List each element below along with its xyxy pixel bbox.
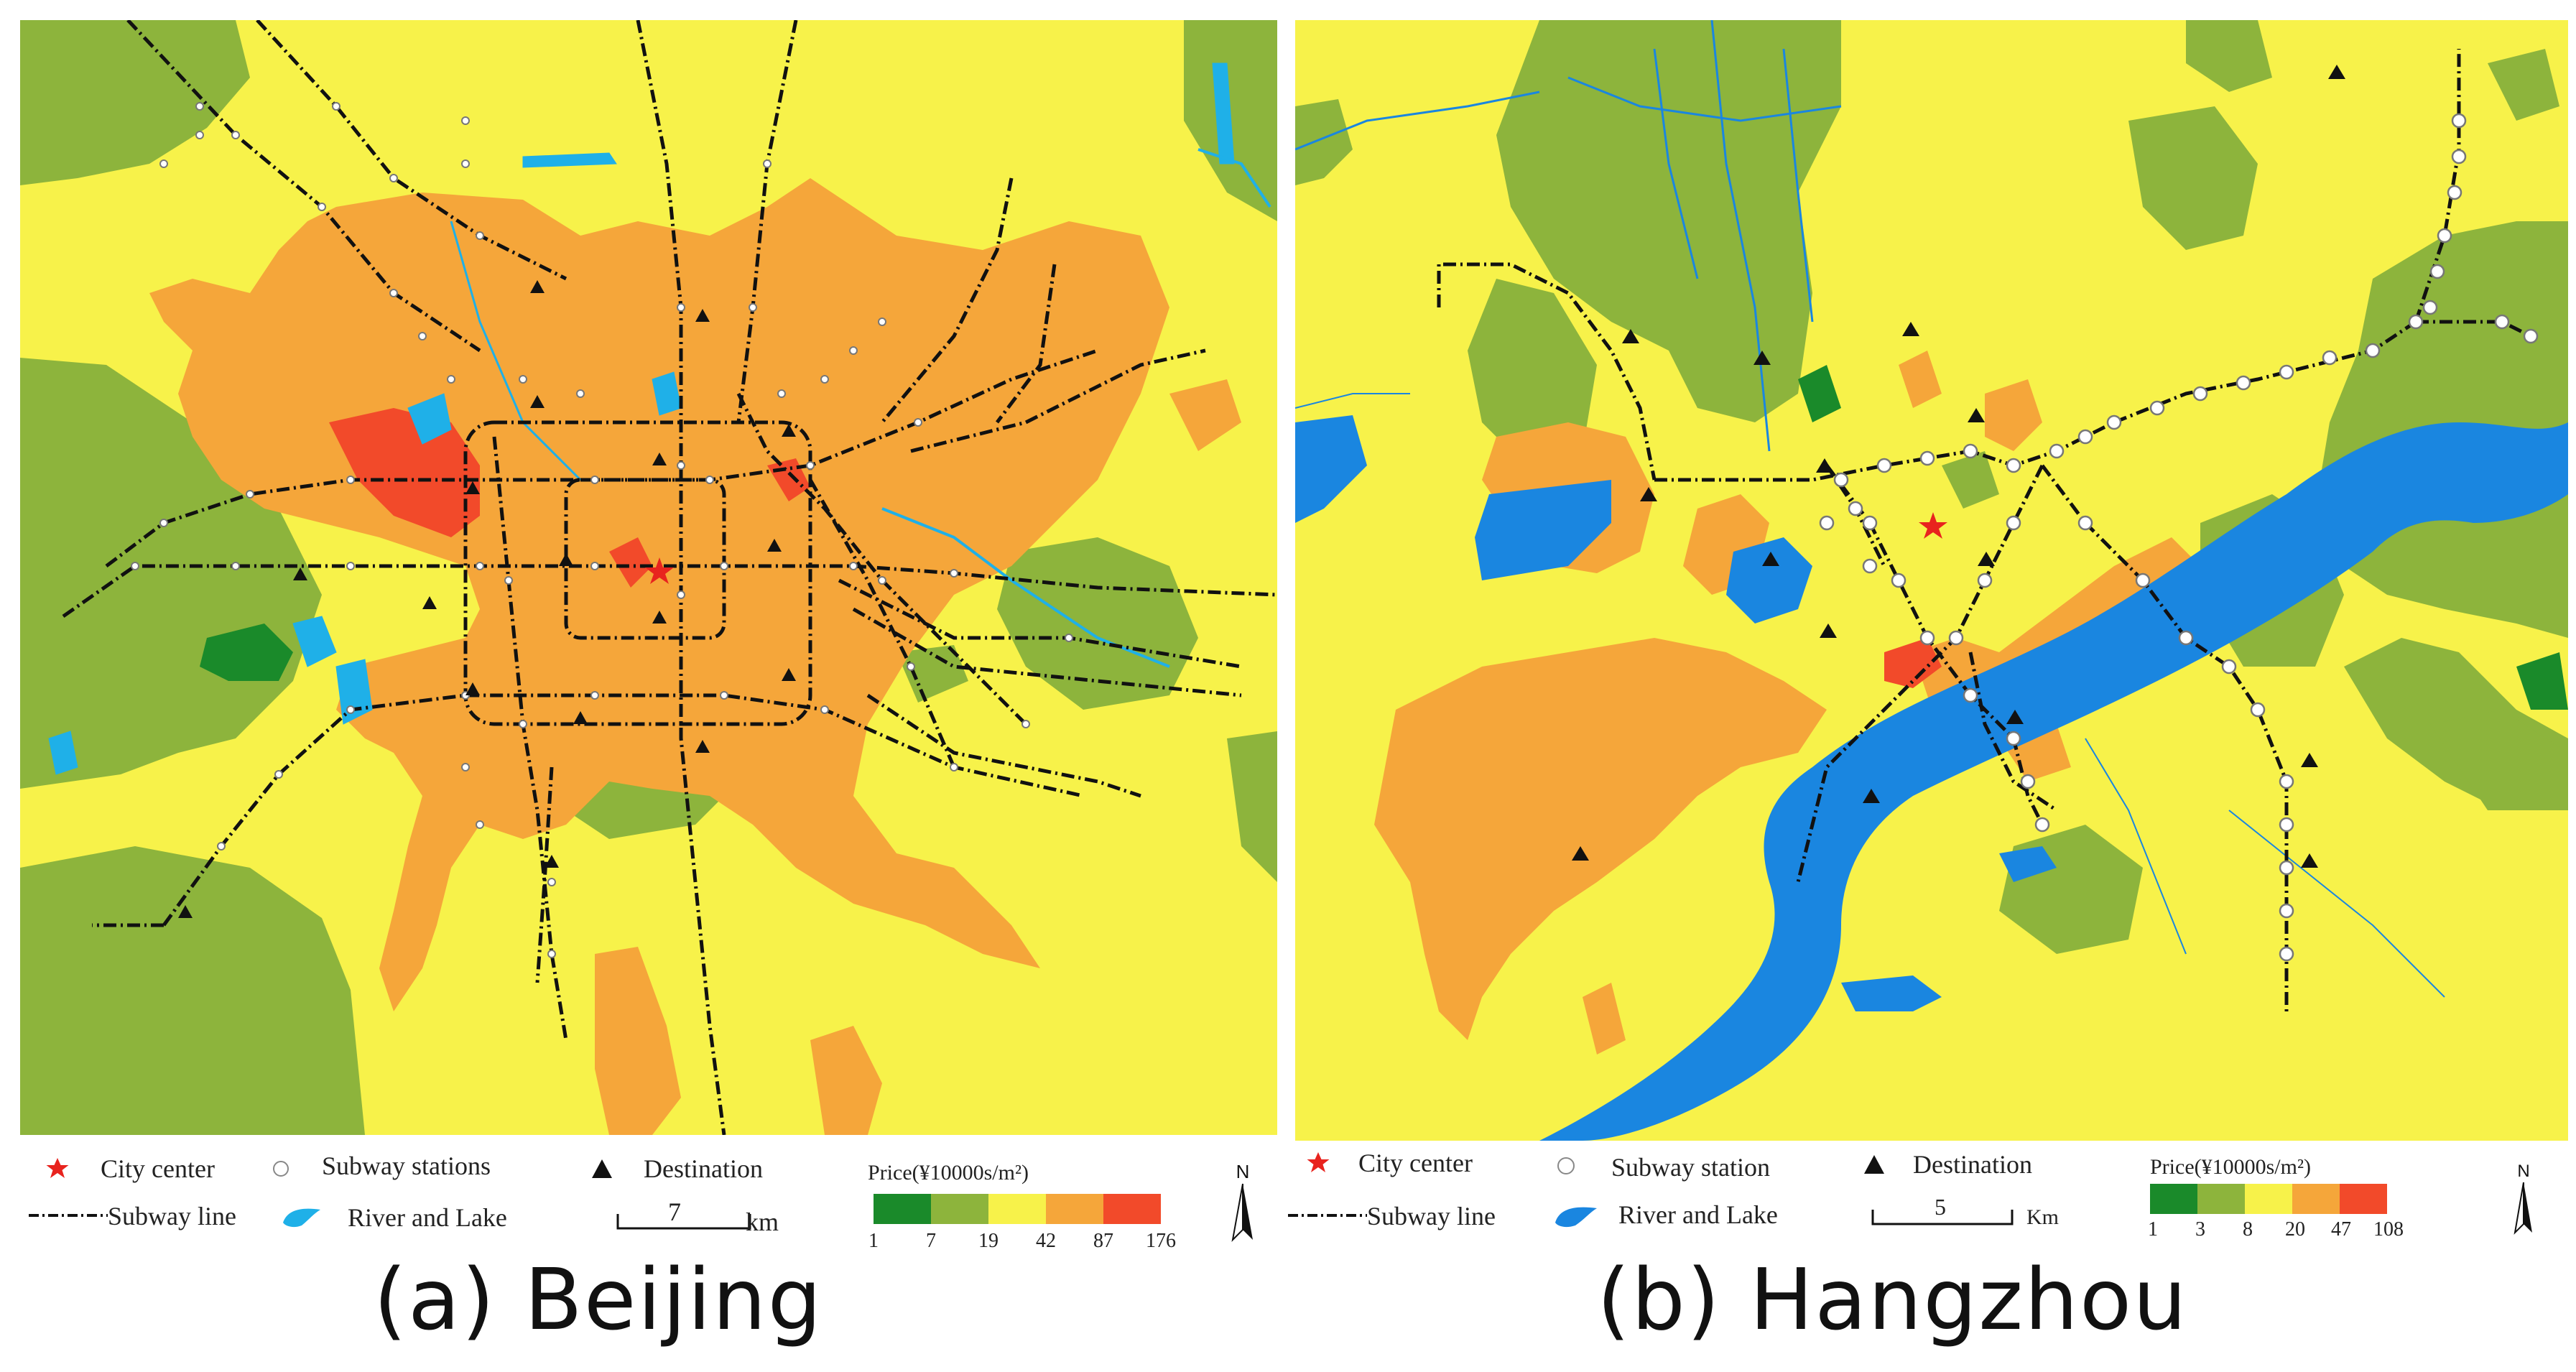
beijing-subway-stations xyxy=(131,102,1073,958)
price-class-1 xyxy=(874,1194,931,1224)
subway-line-icon xyxy=(1288,1214,1367,1217)
hangzhou-rivers-lakes xyxy=(1295,415,2568,1141)
beijing-destinations xyxy=(178,280,796,918)
river-lake-icon xyxy=(1555,1207,1597,1228)
beijing-map xyxy=(20,20,1277,1135)
north-label: N xyxy=(2517,1162,2529,1181)
price-legend-title: Price(¥10000s/m²) xyxy=(868,1161,1029,1185)
price-class-2 xyxy=(2197,1184,2245,1214)
legend-destination-label: Destination xyxy=(644,1154,763,1183)
price-class-5 xyxy=(1103,1194,1161,1224)
legend-city-center-label: City center xyxy=(1358,1149,1473,1177)
price-class-1 xyxy=(2150,1184,2197,1214)
legend-subway-line-label: Subway line xyxy=(108,1202,236,1230)
subway-line-icon xyxy=(29,1214,108,1217)
north-label: N xyxy=(1236,1161,1250,1182)
price-tick: 87 xyxy=(1093,1230,1113,1252)
hangzhou-map xyxy=(1295,20,2568,1141)
price-tick: 3 xyxy=(2195,1218,2205,1241)
price-tick: 1 xyxy=(868,1230,879,1252)
scale-bar-value: 7 xyxy=(668,1197,681,1226)
legend-city-center-label: City center xyxy=(101,1154,215,1183)
price-tick: 7 xyxy=(926,1230,936,1252)
scale-bar-unit: km xyxy=(746,1208,779,1236)
price-tick: 1 xyxy=(2148,1218,2158,1241)
circle-icon xyxy=(273,1161,289,1177)
price-tick: 19 xyxy=(978,1230,999,1252)
legend-subway-line-label: Subway line xyxy=(1367,1202,1496,1230)
river-lake-icon xyxy=(283,1208,320,1228)
price-color-ramp xyxy=(874,1194,1161,1224)
legend-river-lake-label: River and Lake xyxy=(1618,1200,1778,1229)
star-icon xyxy=(1307,1152,1330,1172)
price-tick: 108 xyxy=(2373,1218,2404,1241)
high-price-zones xyxy=(149,178,1241,1135)
hangzhou-streams xyxy=(1295,20,2445,998)
price-class-5 xyxy=(2340,1184,2387,1214)
hangzhou-legend: City center Subway station Destination S… xyxy=(1288,1142,2576,1271)
legend-subway-stations-label: Subway stations xyxy=(322,1151,491,1180)
scale-bar xyxy=(616,1214,751,1230)
triangle-icon xyxy=(592,1159,612,1178)
legend-destination-label: Destination xyxy=(1913,1150,2032,1179)
price-class-4 xyxy=(2292,1184,2340,1214)
panel-hangzhou: City center Subway station Destination S… xyxy=(1288,0,2576,1372)
hangzhou-subway-stations xyxy=(1819,113,2539,962)
lowest-price-zones xyxy=(1798,365,2568,710)
price-tick: 47 xyxy=(2331,1218,2351,1241)
scale-bar-value: 5 xyxy=(1935,1194,1946,1220)
price-tick: 20 xyxy=(2285,1218,2305,1241)
price-class-3 xyxy=(988,1194,1046,1224)
triangle-icon xyxy=(1864,1155,1884,1174)
panel-beijing: City center Subway stations Destination … xyxy=(0,20,1288,1349)
highest-price-zones xyxy=(1884,638,1942,688)
price-class-4 xyxy=(1046,1194,1103,1224)
hangzhou-destinations xyxy=(1572,65,2345,868)
north-arrow-icon: N xyxy=(1231,1161,1253,1242)
circle-icon xyxy=(1557,1157,1575,1174)
price-color-ramp xyxy=(2150,1184,2387,1214)
price-tick: 176 xyxy=(1146,1230,1176,1252)
star-icon xyxy=(46,1158,69,1178)
beijing-city-center-star xyxy=(645,557,674,584)
scale-bar xyxy=(1871,1210,2014,1225)
scale-bar-unit: Km xyxy=(2026,1205,2059,1229)
price-class-2 xyxy=(931,1194,988,1224)
legend-subway-stations-label: Subway station xyxy=(1611,1153,1770,1182)
hangzhou-city-center-star xyxy=(1919,512,1947,539)
north-arrow-icon: N xyxy=(2514,1162,2532,1235)
price-legend-title: Price(¥10000s/m²) xyxy=(2150,1155,2311,1179)
beijing-legend: City center Subway stations Destination … xyxy=(0,1142,1288,1271)
price-tick: 8 xyxy=(2243,1218,2253,1241)
legend-river-lake-label: River and Lake xyxy=(348,1203,507,1232)
caption-hangzhou: (b) Hangzhou xyxy=(1597,1250,2188,1349)
price-tick: 42 xyxy=(1036,1230,1056,1252)
price-class-3 xyxy=(2245,1184,2292,1214)
caption-beijing: (a) Beijing xyxy=(374,1250,823,1349)
beijing-rivers-lakes xyxy=(48,62,1271,775)
